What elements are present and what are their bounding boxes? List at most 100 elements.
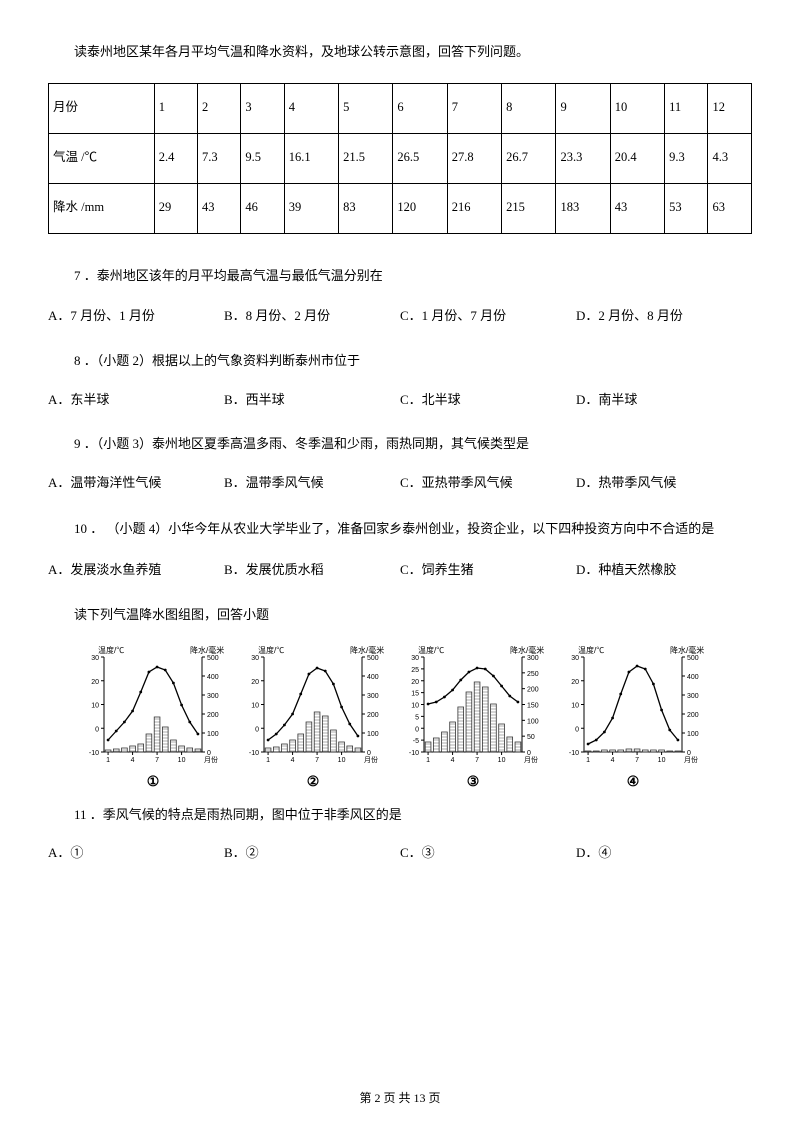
precip-cell: 83 bbox=[339, 183, 393, 233]
svg-text:400: 400 bbox=[367, 674, 379, 681]
chart-label: ④ bbox=[627, 770, 640, 797]
precip-cell: 29 bbox=[154, 183, 197, 233]
svg-text:10: 10 bbox=[411, 703, 419, 710]
q8-opt-a: A．东半球 bbox=[48, 388, 224, 413]
q11-text: 11 ．季风气候的特点是雨热同期，图中位于非季风区的是 bbox=[48, 803, 752, 828]
svg-text:30: 30 bbox=[571, 655, 579, 662]
svg-text:300: 300 bbox=[367, 693, 379, 700]
temp-cell: 7.3 bbox=[198, 133, 241, 183]
precip-cell: 63 bbox=[708, 183, 752, 233]
q7-opt-c: C．1 月份、7 月份 bbox=[400, 304, 576, 329]
q11-opt-b: B．② bbox=[224, 841, 400, 866]
svg-text:10: 10 bbox=[338, 757, 346, 764]
q11-opt-c: C．③ bbox=[400, 841, 576, 866]
temp-cell: 16.1 bbox=[284, 133, 338, 183]
header-month: 月份 bbox=[49, 83, 155, 133]
svg-text:10: 10 bbox=[498, 757, 506, 764]
q8-options: A．东半球 B．西半球 C．北半球 D．南半球 bbox=[48, 388, 752, 413]
svg-text:30: 30 bbox=[411, 655, 419, 662]
svg-text:100: 100 bbox=[367, 731, 379, 738]
q9-opt-b: B．温带季风气候 bbox=[224, 471, 400, 496]
svg-text:月份: 月份 bbox=[524, 755, 538, 764]
svg-text:500: 500 bbox=[687, 655, 699, 662]
q9-text: 9 ．（小题 3）泰州地区夏季高温多雨、冬季温和少雨，雨热同期，其气候类型是 bbox=[48, 432, 752, 457]
header-precip: 降水 /mm bbox=[49, 183, 155, 233]
svg-text:10: 10 bbox=[571, 703, 579, 710]
svg-text:0: 0 bbox=[367, 750, 371, 757]
svg-text:7: 7 bbox=[315, 757, 319, 764]
svg-text:250: 250 bbox=[527, 671, 539, 678]
temp-cell: 26.5 bbox=[393, 133, 447, 183]
svg-text:-10: -10 bbox=[409, 750, 419, 757]
svg-text:-10: -10 bbox=[569, 750, 579, 757]
svg-text:降水/毫米: 降水/毫米 bbox=[350, 645, 384, 655]
q10-opt-c: C．饲养生猪 bbox=[400, 558, 576, 583]
precip-cell: 120 bbox=[393, 183, 447, 233]
precip-cell: 53 bbox=[665, 183, 708, 233]
chart-2: 温度/℃降水/毫米3020100-10500400300200100014710… bbox=[238, 643, 388, 797]
q10-text: 10 ． （小题 4）小华今年从农业大学毕业了，准备回家乡泰州创业，投资企业，以… bbox=[48, 516, 752, 542]
svg-text:15: 15 bbox=[411, 691, 419, 698]
svg-text:0: 0 bbox=[207, 750, 211, 757]
svg-text:1: 1 bbox=[266, 757, 270, 764]
svg-text:月份: 月份 bbox=[684, 755, 698, 764]
page-footer: 第 2 页 共 13 页 bbox=[0, 1087, 800, 1110]
month-cell: 5 bbox=[339, 83, 393, 133]
svg-text:10: 10 bbox=[91, 703, 99, 710]
precip-cell: 215 bbox=[502, 183, 556, 233]
svg-text:20: 20 bbox=[411, 679, 419, 686]
svg-text:200: 200 bbox=[527, 687, 539, 694]
q8-text: 8 ．（小题 2）根据以上的气象资料判断泰州市位于 bbox=[48, 349, 752, 374]
svg-text:10: 10 bbox=[251, 703, 259, 710]
svg-text:7: 7 bbox=[635, 757, 639, 764]
intro-text: 读泰州地区某年各月平均气温和降水资料，及地球公转示意图，回答下列问题。 bbox=[48, 40, 752, 65]
precip-cell: 43 bbox=[610, 183, 664, 233]
month-cell: 3 bbox=[241, 83, 284, 133]
temp-cell: 26.7 bbox=[502, 133, 556, 183]
svg-text:300: 300 bbox=[527, 655, 539, 662]
svg-text:0: 0 bbox=[255, 726, 259, 733]
temp-cell: 27.8 bbox=[447, 133, 501, 183]
svg-text:7: 7 bbox=[155, 757, 159, 764]
svg-text:30: 30 bbox=[251, 655, 259, 662]
q9-options: A．温带海洋性气候 B．温带季风气候 C．亚热带季风气候 D．热带季风气候 bbox=[48, 471, 752, 496]
q7-text: 7 ．泰州地区该年的月平均最高气温与最低气温分别在 bbox=[48, 264, 752, 289]
svg-text:1: 1 bbox=[426, 757, 430, 764]
svg-text:10: 10 bbox=[658, 757, 666, 764]
q8-opt-d: D．南半球 bbox=[576, 388, 752, 413]
month-cell: 6 bbox=[393, 83, 447, 133]
svg-text:100: 100 bbox=[687, 731, 699, 738]
month-cell: 9 bbox=[556, 83, 610, 133]
temp-cell: 21.5 bbox=[339, 133, 393, 183]
temp-cell: 20.4 bbox=[610, 133, 664, 183]
q11-opt-a: A．① bbox=[48, 841, 224, 866]
svg-text:7: 7 bbox=[475, 757, 479, 764]
q8-opt-b: B．西半球 bbox=[224, 388, 400, 413]
svg-text:温度/℃: 温度/℃ bbox=[258, 645, 284, 655]
climate-charts: 温度/℃降水/毫米3020100-10500400300200100014710… bbox=[78, 643, 752, 797]
q11-opt-d: D．④ bbox=[576, 841, 752, 866]
q10-opt-a: A．发展淡水鱼养殖 bbox=[48, 558, 224, 583]
svg-text:降水/毫米: 降水/毫米 bbox=[190, 645, 224, 655]
svg-text:0: 0 bbox=[95, 726, 99, 733]
svg-text:10: 10 bbox=[178, 757, 186, 764]
month-cell: 1 bbox=[154, 83, 197, 133]
svg-text:30: 30 bbox=[91, 655, 99, 662]
svg-text:200: 200 bbox=[207, 712, 219, 719]
q9-opt-c: C．亚热带季风气候 bbox=[400, 471, 576, 496]
q7-opt-b: B．8 月份、2 月份 bbox=[224, 304, 400, 329]
temp-cell: 9.3 bbox=[665, 133, 708, 183]
chart-1: 温度/℃降水/毫米3020100-10500400300200100014710… bbox=[78, 643, 228, 797]
chart-label: ③ bbox=[467, 770, 480, 797]
svg-text:-10: -10 bbox=[249, 750, 259, 757]
svg-text:4: 4 bbox=[451, 757, 455, 764]
precip-cell: 46 bbox=[241, 183, 284, 233]
month-cell: 11 bbox=[665, 83, 708, 133]
chart-label: ① bbox=[147, 770, 160, 797]
q7-opt-a: A．7 月份、1 月份 bbox=[48, 304, 224, 329]
svg-text:20: 20 bbox=[571, 679, 579, 686]
svg-text:100: 100 bbox=[207, 731, 219, 738]
precip-cell: 216 bbox=[447, 183, 501, 233]
svg-text:300: 300 bbox=[207, 693, 219, 700]
svg-text:1: 1 bbox=[106, 757, 110, 764]
